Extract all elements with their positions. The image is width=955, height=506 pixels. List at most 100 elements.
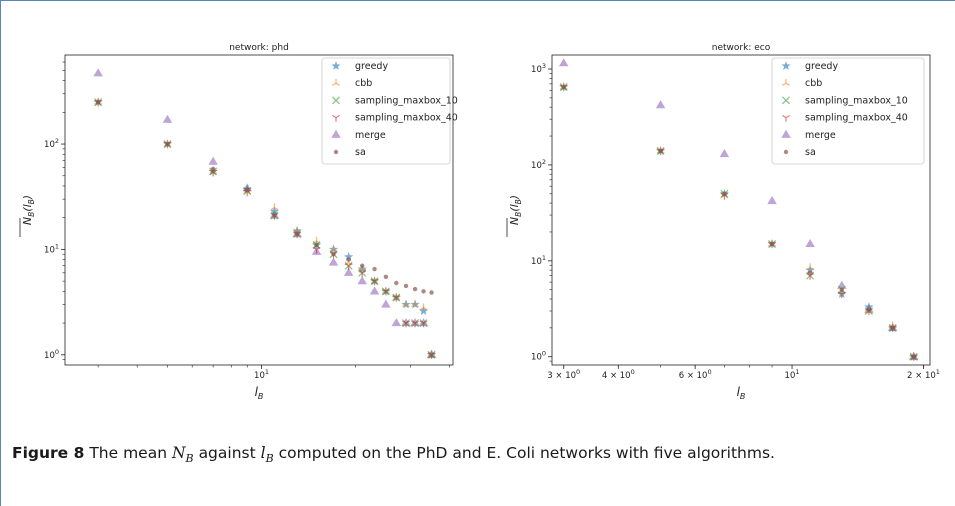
y-axis-label-text: NB(lB) <box>21 195 36 225</box>
legend-marker-cbb <box>782 79 790 86</box>
point-sa <box>429 290 434 295</box>
x-axis-label: lB <box>255 385 264 401</box>
point-sampling_maxbox_40 <box>419 320 428 328</box>
legend-label-sampling_maxbox_40: sampling_maxbox_40 <box>355 113 458 124</box>
point-sampling_maxbox_40 <box>392 294 401 302</box>
frame-top-border <box>0 0 955 1</box>
legend-label-sa: sa <box>355 147 366 158</box>
legend-label-sampling_maxbox_10: sampling_maxbox_10 <box>805 95 908 106</box>
point-sa <box>807 270 813 276</box>
point-greedy <box>864 302 874 311</box>
point-sa <box>412 286 418 292</box>
caption-symbol-lb: lB <box>260 444 274 466</box>
y-tick-label: 102 <box>44 137 59 150</box>
point-merge <box>401 318 411 327</box>
point-cbb <box>270 203 279 211</box>
y-tick-label: 101 <box>531 254 546 267</box>
caption-text-mid: against <box>198 444 256 462</box>
chart-title: network: eco <box>712 43 771 53</box>
x-tick-label: 3 × 100 <box>547 368 580 381</box>
point-sampling_maxbox_40 <box>243 189 252 197</box>
point-sampling_maxbox_10 <box>209 167 218 176</box>
point-sampling_maxbox_40 <box>381 288 390 296</box>
x-tick-label: 101 <box>254 368 269 381</box>
point-sa <box>890 325 895 331</box>
legend-label-merge: merge <box>355 130 386 141</box>
point-greedy <box>269 206 280 216</box>
legend-marker-merge <box>331 129 341 138</box>
y-axis-label: NB(lB) <box>19 195 36 237</box>
x-tick-label: 101 <box>785 368 800 381</box>
y-tick-label: 101 <box>44 242 59 255</box>
point-sa <box>403 283 409 289</box>
legend-label-sampling_maxbox_40: sampling_maxbox_40 <box>805 113 908 124</box>
point-sa <box>911 354 916 359</box>
point-sampling_maxbox_40 <box>358 270 367 277</box>
y-tick-label: 100 <box>44 348 59 361</box>
point-sa <box>294 231 300 237</box>
point-merge <box>558 58 569 67</box>
chart-phd: network: phd 101 100 101 102 lB NB(lB) greedy cb… <box>19 43 458 401</box>
point-sa <box>769 241 775 247</box>
point-merge <box>410 318 420 327</box>
point-merge <box>767 196 777 205</box>
point-sa <box>561 84 566 90</box>
point-merge <box>357 276 367 285</box>
point-sampling_maxbox_40 <box>344 263 353 270</box>
point-cbb <box>402 300 410 308</box>
legend-marker-merge <box>781 129 791 138</box>
legend-marker-greedy <box>331 61 341 70</box>
point-cbb <box>411 300 419 308</box>
y-tick-label: 102 <box>531 158 546 171</box>
point-merge <box>719 148 730 158</box>
point-merge <box>381 299 391 308</box>
legend-label-cbb: cbb <box>805 78 822 89</box>
point-sa <box>314 242 319 248</box>
caption-symbol-nb: NB <box>171 444 194 466</box>
point-sampling_maxbox_40 <box>411 320 419 328</box>
y-axis-label-text: NB(lB) <box>508 195 523 225</box>
point-sa <box>372 266 377 272</box>
caption-text-after: computed on the PhD and E. Coli networks… <box>278 444 775 462</box>
point-sa <box>210 166 216 172</box>
point-merge <box>328 257 339 266</box>
point-greedy <box>344 252 354 261</box>
point-sampling_maxbox_40 <box>806 273 815 280</box>
figure-caption: Figure 8 The mean NB against lB computed… <box>12 443 942 469</box>
x-tick-label: 6 × 100 <box>679 368 712 381</box>
point-merge <box>418 318 429 327</box>
point-sa <box>421 289 426 294</box>
point-sa <box>165 141 170 147</box>
point-sa <box>866 307 872 312</box>
legend-box <box>771 57 925 165</box>
x-tick-label: 4 × 100 <box>602 368 635 381</box>
point-merge <box>655 100 666 109</box>
legend-marker-sampling_maxbox_10 <box>332 96 340 105</box>
frame-left-border <box>0 0 1 506</box>
legend-label-sampling_maxbox_10: sampling_maxbox_10 <box>355 95 458 106</box>
series-sa <box>561 84 916 359</box>
legend-label-greedy: greedy <box>355 61 388 72</box>
y-tick-label: 103 <box>531 62 546 75</box>
series-sa <box>95 99 434 295</box>
point-sa <box>346 257 351 262</box>
legend-box <box>321 57 451 165</box>
point-sa <box>245 187 250 192</box>
point-greedy <box>805 265 815 275</box>
point-merge <box>343 267 354 276</box>
point-cbb <box>419 303 428 311</box>
point-sa <box>331 252 336 257</box>
point-sampling_maxbox_40 <box>427 352 436 359</box>
legend-marker-sa <box>333 149 339 155</box>
point-sa <box>383 274 389 279</box>
legend-label-greedy: greedy <box>805 61 838 72</box>
legend-marker-sampling_maxbox_40 <box>332 114 340 122</box>
x-tick-label: 2 × 101 <box>907 368 940 381</box>
point-sa <box>394 280 399 286</box>
chart-eco: network: eco 3 × 100 4 × 100 6 × 100 101 2 × … <box>506 43 940 401</box>
x-axis-label: lB <box>737 385 746 401</box>
point-merge <box>805 238 815 248</box>
point-merge <box>93 68 103 77</box>
point-sampling_maxbox_40 <box>370 278 379 286</box>
